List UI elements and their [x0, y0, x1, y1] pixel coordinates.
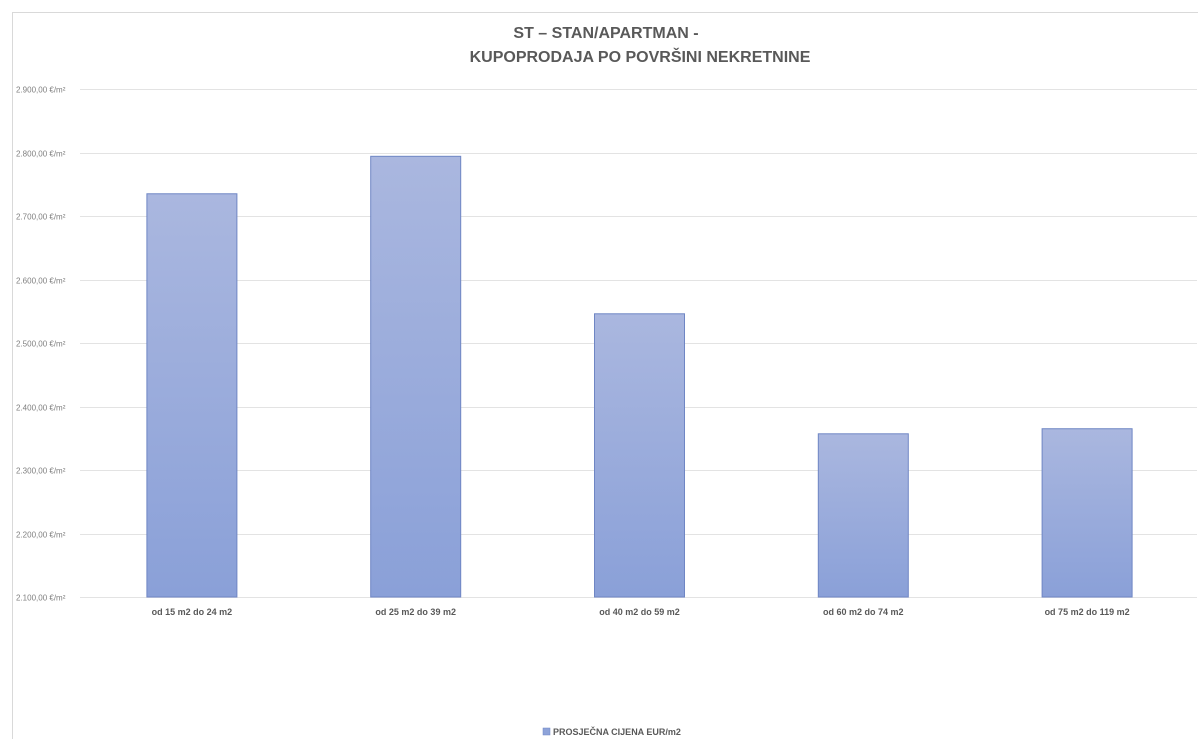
y-tick-label: 2.200,00 €/m² — [16, 531, 66, 540]
legend-swatch — [542, 727, 551, 736]
bar — [1041, 428, 1133, 598]
bar — [146, 193, 238, 598]
legend: PROSJEČNA CIJENA EUR/m2 — [542, 726, 681, 737]
bars — [146, 155, 1133, 598]
y-tick-label: 2.500,00 €/m² — [16, 340, 66, 349]
chart-frame — [12, 12, 1198, 739]
x-tick-label: od 15 m2 do 24 m2 — [152, 607, 233, 617]
y-tick-label: 2.400,00 €/m² — [16, 404, 66, 413]
bar — [370, 155, 462, 598]
bar — [594, 313, 685, 598]
x-tick-label: od 40 m2 do 59 m2 — [599, 607, 680, 617]
y-tick-label: 2.600,00 €/m² — [16, 277, 66, 286]
chart-title-line-2: KUPOPRODAJA PO POVRŠINI NEKRETNINE — [470, 47, 811, 66]
y-axis-tick-labels: 2.100,00 €/m² 2.200,00 €/m² 2.300,00 €/m² 2… — [16, 86, 66, 603]
x-tick-label: od 60 m2 do 74 m2 — [823, 607, 904, 617]
y-tick-label: 2.800,00 €/m² — [16, 150, 66, 159]
y-tick-label: 2.700,00 €/m² — [16, 213, 66, 222]
chart-title-line-1: ST – STAN/APARTMAN - — [513, 25, 698, 42]
y-tick-label: 2.100,00 €/m² — [16, 594, 66, 603]
x-tick-label: od 25 m2 do 39 m2 — [375, 607, 456, 617]
legend-label: PROSJEČNA CIJENA EUR/m2 — [553, 726, 681, 737]
bar — [817, 433, 909, 598]
y-tick-label: 2.300,00 €/m² — [16, 467, 66, 476]
x-tick-label: od 75 m2 do 119 m2 — [1045, 607, 1130, 617]
x-axis-tick-labels: od 15 m2 do 24 m2 od 25 m2 do 39 m2 od 40 … — [152, 607, 1130, 617]
y-tick-label: 2.900,00 €/m² — [16, 86, 66, 95]
